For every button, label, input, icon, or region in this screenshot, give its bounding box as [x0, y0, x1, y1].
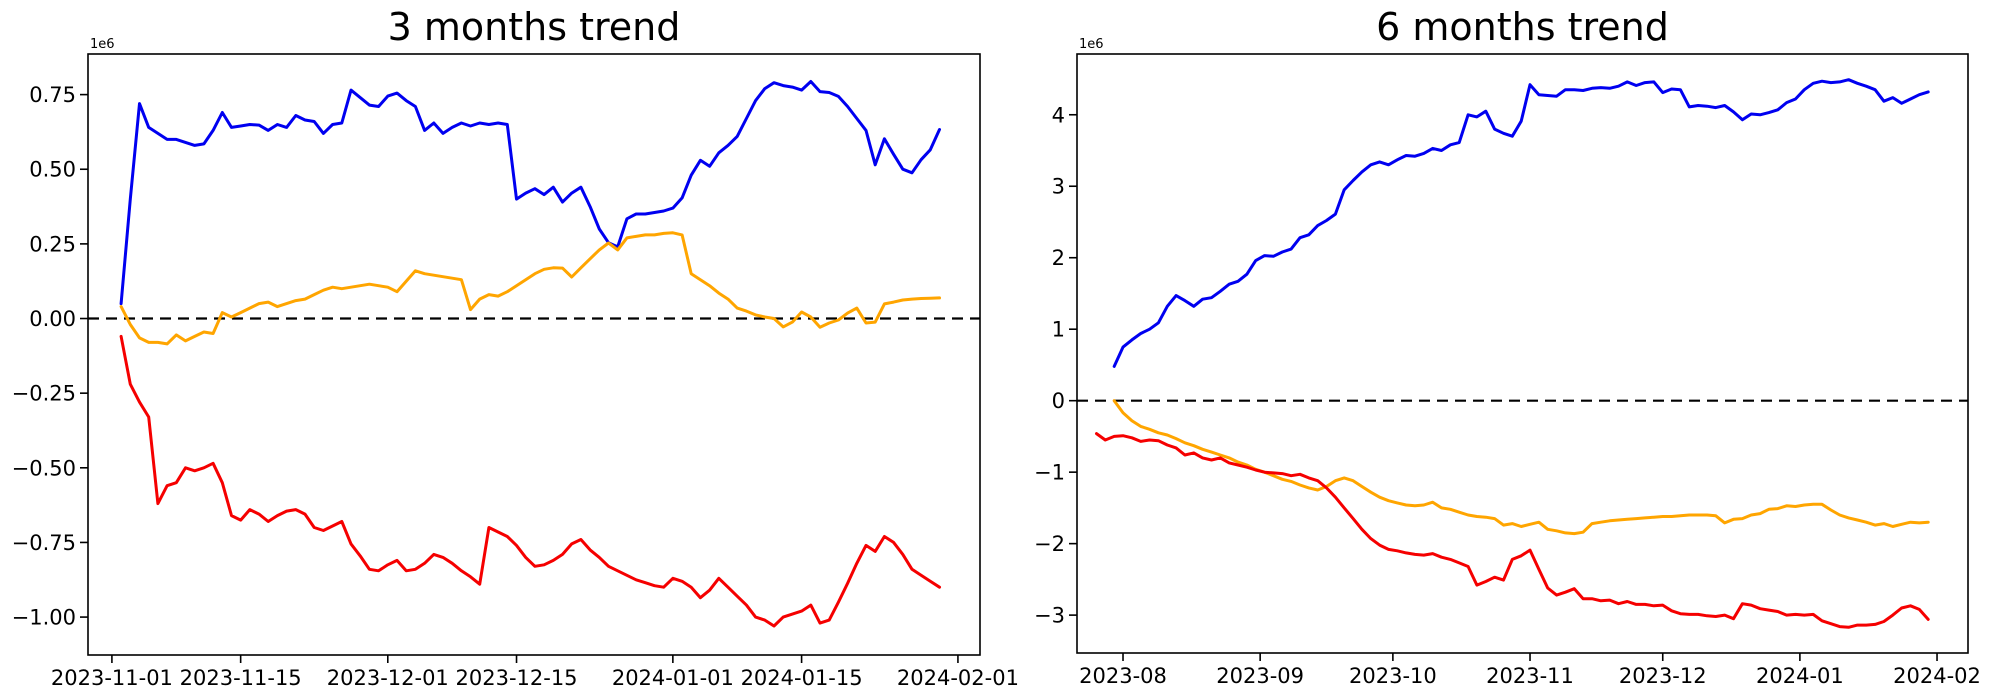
y-tick-label: 4 — [1052, 103, 1065, 127]
series-line-red — [119, 334, 941, 628]
x-tick-label: 2023-11-01 — [51, 666, 173, 690]
x-tick-label: 2024-02-01 — [897, 666, 1019, 690]
plot-border — [1076, 53, 1969, 654]
series-line-orange — [1112, 399, 1930, 536]
x-tick-label: 2023-12-01 — [327, 666, 449, 690]
series-line-blue — [119, 80, 941, 306]
x-tick-label: 2023-10 — [1349, 664, 1437, 688]
y-tick-label: −2 — [1034, 532, 1065, 556]
series-line-blue — [1112, 78, 1930, 368]
y-tick-label: −0.75 — [12, 531, 76, 555]
y-tick-label: −1.00 — [12, 606, 76, 630]
series-line-orange — [119, 231, 941, 346]
y-tick-label: 0.00 — [29, 307, 76, 331]
y-tick-label: −3 — [1034, 604, 1065, 628]
y-tick-label: 0.50 — [29, 158, 76, 182]
y-tick-label: −0.25 — [12, 382, 76, 406]
chart-title-3-months: 3 months trend — [387, 5, 681, 49]
x-tick-label: 2024-01-15 — [741, 666, 863, 690]
x-tick-label: 2024-01 — [1756, 664, 1844, 688]
x-tick-label: 2023-11 — [1486, 664, 1574, 688]
x-tick-label: 2024-01-01 — [612, 666, 734, 690]
plot-border — [87, 53, 981, 656]
series-line-red — [1095, 432, 1930, 629]
x-tick-label: 2023-08 — [1079, 664, 1167, 688]
y-tick-label: 2 — [1052, 246, 1065, 270]
chart-title-6-months: 6 months trend — [1376, 5, 1669, 49]
y-tick-label: 0.75 — [29, 83, 76, 107]
y-tick-label: 1 — [1052, 318, 1065, 342]
x-tick-label: 2023-12-15 — [456, 666, 578, 690]
x-tick-label: 2023-11-15 — [180, 666, 302, 690]
x-tick-label: 2023-12 — [1619, 664, 1707, 688]
y-axis-offset-label-6-months: 1e6 — [1079, 37, 1104, 52]
y-tick-label: −1 — [1034, 461, 1065, 485]
y-tick-label: 3 — [1052, 175, 1065, 199]
y-tick-label: −0.50 — [12, 456, 76, 480]
y-axis-offset-label-3-months: 1e6 — [90, 37, 115, 52]
y-tick-label: 0.25 — [29, 232, 76, 256]
x-tick-label: 2024-02 — [1893, 664, 1981, 688]
x-tick-label: 2023-09 — [1216, 664, 1304, 688]
y-tick-label: 0 — [1052, 389, 1065, 413]
